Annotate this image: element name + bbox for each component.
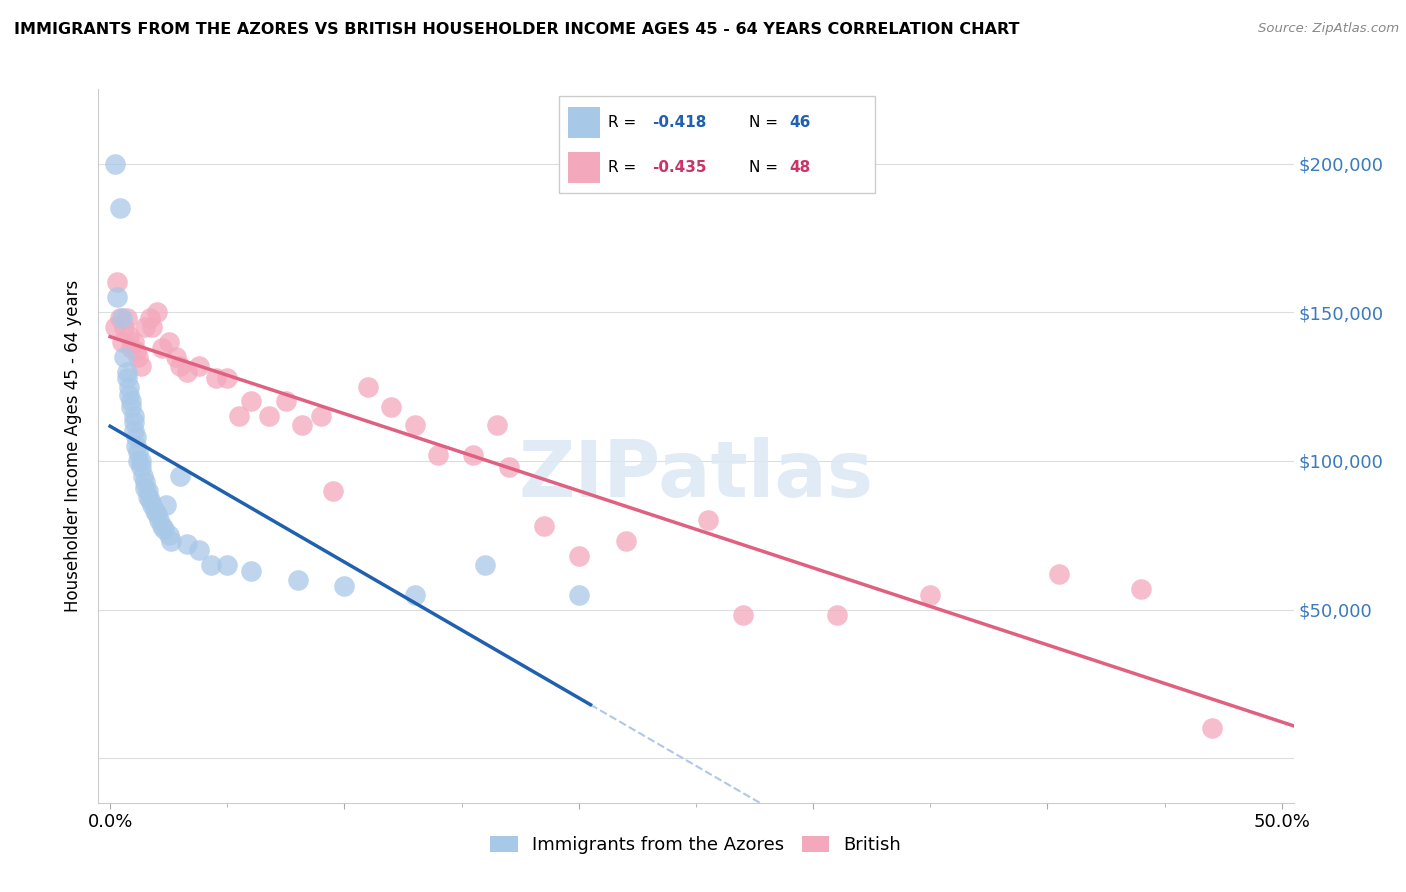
Point <box>165 350 187 364</box>
Point <box>118 379 141 393</box>
Point <box>463 448 485 462</box>
Point <box>217 558 239 572</box>
Point <box>568 549 591 563</box>
Text: IMMIGRANTS FROM THE AZORES VS BRITISH HOUSEHOLDER INCOME AGES 45 - 64 YEARS CORR: IMMIGRANTS FROM THE AZORES VS BRITISH HO… <box>14 22 1019 37</box>
Point <box>485 418 508 433</box>
Y-axis label: Householder Income Ages 45 - 64 years: Householder Income Ages 45 - 64 years <box>65 280 83 612</box>
Point <box>118 388 141 402</box>
Point <box>1201 722 1223 736</box>
Point <box>498 459 520 474</box>
Point <box>127 454 149 468</box>
Point <box>568 588 591 602</box>
Point <box>148 513 170 527</box>
Point <box>696 513 718 527</box>
Point <box>160 534 183 549</box>
Point <box>155 499 177 513</box>
Point <box>141 320 163 334</box>
Point <box>129 359 152 373</box>
Point <box>120 401 142 415</box>
Point <box>176 537 198 551</box>
Point <box>404 588 426 602</box>
Point <box>217 370 239 384</box>
Point <box>112 320 135 334</box>
Point <box>115 311 138 326</box>
Point <box>287 573 309 587</box>
Point <box>139 311 162 326</box>
Point <box>169 468 191 483</box>
Point <box>380 401 402 415</box>
Point <box>141 499 163 513</box>
Point <box>132 468 155 483</box>
Point <box>111 311 134 326</box>
Point <box>204 370 226 384</box>
Point <box>125 439 148 453</box>
Point <box>357 379 380 393</box>
Point <box>136 490 159 504</box>
Point <box>104 320 127 334</box>
Point <box>427 448 450 462</box>
Point <box>309 409 332 424</box>
Point <box>120 341 142 355</box>
Text: Source: ZipAtlas.com: Source: ZipAtlas.com <box>1258 22 1399 36</box>
Point <box>112 350 135 364</box>
Point <box>333 579 356 593</box>
Point <box>259 409 281 424</box>
Point <box>1130 582 1153 596</box>
Point <box>291 418 314 433</box>
Point <box>200 558 222 572</box>
Point <box>169 359 191 373</box>
Point <box>105 290 128 304</box>
Point <box>118 329 141 343</box>
Point <box>731 608 754 623</box>
Point <box>122 424 145 438</box>
Point <box>104 156 127 170</box>
Point <box>125 430 148 444</box>
Point <box>614 534 637 549</box>
Point <box>239 564 262 578</box>
Point <box>239 394 262 409</box>
Point <box>150 341 173 355</box>
Point <box>146 305 169 319</box>
Point <box>127 445 149 459</box>
Point <box>108 201 131 215</box>
Point <box>143 504 166 518</box>
Point <box>139 492 162 507</box>
Point <box>474 558 496 572</box>
Point <box>125 343 148 358</box>
Point <box>115 370 138 384</box>
Point <box>105 276 128 290</box>
Text: ZIPatlas: ZIPatlas <box>519 436 873 513</box>
Point <box>136 483 159 498</box>
Point <box>188 543 211 558</box>
Point <box>134 320 156 334</box>
Point <box>111 334 134 349</box>
Point <box>157 334 180 349</box>
Point <box>127 350 149 364</box>
Point <box>134 481 156 495</box>
Point <box>228 409 250 424</box>
Point <box>188 359 211 373</box>
Point <box>157 528 180 542</box>
Point <box>108 311 131 326</box>
Legend: Immigrants from the Azores, British: Immigrants from the Azores, British <box>484 829 908 862</box>
Point <box>122 409 145 424</box>
Point <box>404 418 426 433</box>
Point <box>122 334 145 349</box>
Point <box>129 454 152 468</box>
Point <box>150 519 173 533</box>
Point <box>533 519 555 533</box>
Point <box>825 608 848 623</box>
Point <box>122 415 145 429</box>
Point <box>120 394 142 409</box>
Point <box>146 508 169 522</box>
Point <box>134 475 156 489</box>
Point <box>129 459 152 474</box>
Point <box>274 394 297 409</box>
Point <box>115 365 138 379</box>
Point <box>153 522 176 536</box>
Point <box>322 483 344 498</box>
Point <box>920 588 942 602</box>
Point <box>1047 566 1070 581</box>
Point <box>176 365 198 379</box>
